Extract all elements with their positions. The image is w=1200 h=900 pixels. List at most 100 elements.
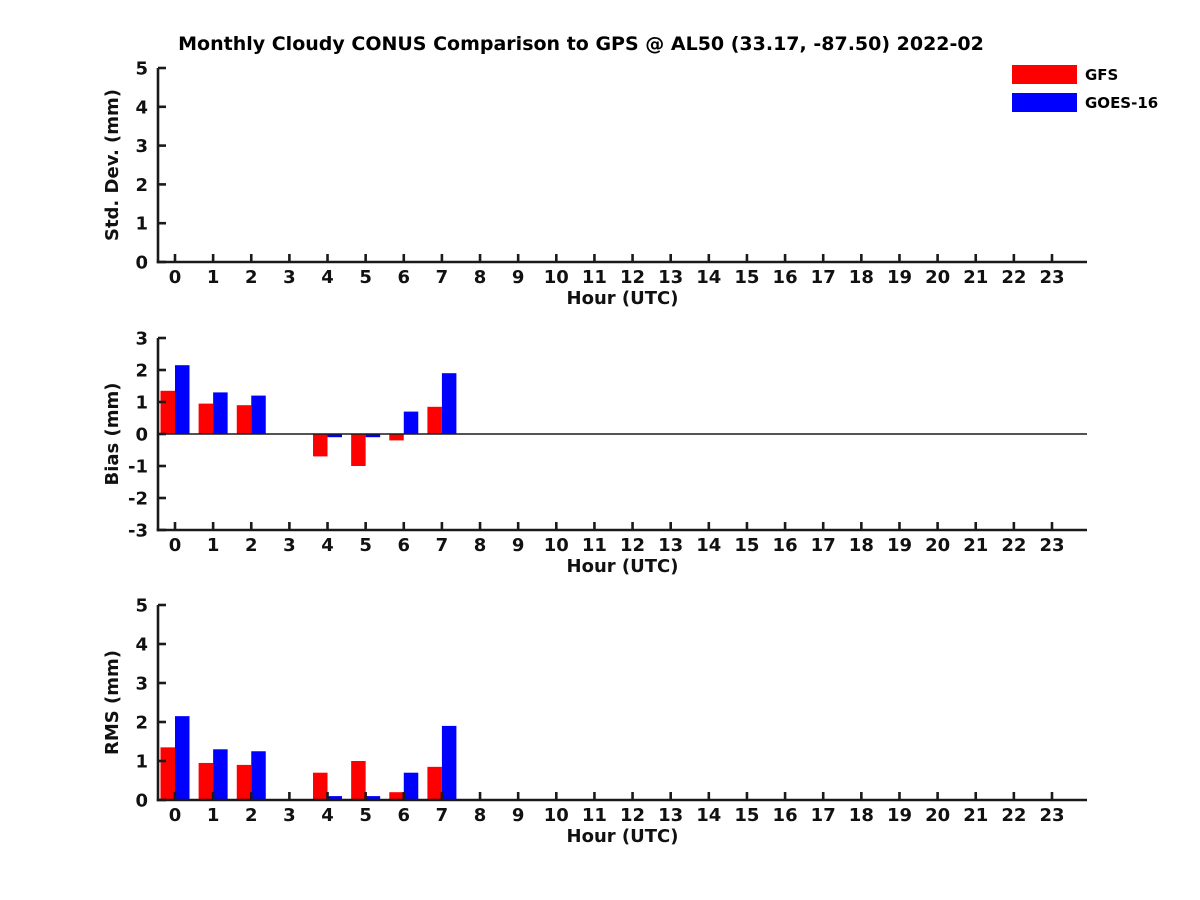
x-tick-label: 19 [887,805,912,826]
x-tick-label: 18 [849,535,874,556]
y-tick-label: 3 [135,136,148,157]
bar-gfs-hour-1 [198,403,214,434]
x-tick-label: 3 [283,267,296,288]
y-tick-label: 5 [135,596,148,617]
gfs-legend-label: GFS [1085,65,1119,84]
x-tick-label: 5 [359,805,372,826]
y-axis-label: Bias (mm) [102,383,123,486]
x-tick-label: 12 [620,805,645,826]
x-tick-label: 2 [245,805,258,826]
bar-gfs-hour-2 [236,764,252,800]
y-axis-label: Std. Dev. (mm) [102,89,123,241]
x-tick-label: 8 [474,805,487,826]
x-tick-label: 18 [849,267,874,288]
x-tick-label: 0 [169,267,182,288]
y-tick-label: 4 [135,635,148,656]
x-tick-label: 15 [734,267,759,288]
bar-goes16-hour-0 [175,365,190,434]
x-tick-label: 19 [887,267,912,288]
x-tick-label: 21 [963,267,988,288]
x-tick-label: 17 [811,535,836,556]
x-tick-label: 16 [773,267,798,288]
y-tick-label: 2 [135,175,148,196]
bar-gfs-hour-4 [313,772,328,800]
bar-gfs-hour-6 [389,792,404,800]
bar-gfs-hour-7 [427,406,442,434]
x-tick-label: 8 [474,535,487,556]
x-tick-label: 0 [169,535,182,556]
y-tick-label: -1 [128,457,148,478]
x-tick-label: 20 [925,805,950,826]
bar-gfs-hour-7 [427,766,442,800]
bar-goes16-hour-5 [365,434,381,438]
x-axis-label: Hour (UTC) [567,288,679,309]
x-tick-label: 23 [1039,267,1064,288]
bar-gfs-hour-1 [198,762,214,800]
x-tick-label: 4 [321,535,334,556]
x-axis-label: Hour (UTC) [567,556,679,577]
x-tick-label: 5 [359,535,372,556]
y-tick-label: 1 [135,214,148,235]
x-tick-label: 1 [207,535,220,556]
x-tick-label: 3 [283,805,296,826]
bar-gfs-hour-5 [351,761,366,800]
x-tick-label: 9 [512,535,525,556]
x-tick-label: 7 [436,267,449,288]
x-tick-label: 3 [283,535,296,556]
x-tick-label: 21 [963,535,988,556]
x-tick-label: 9 [512,805,525,826]
y-axis-label: RMS (mm) [102,650,123,755]
bar-goes16-hour-5 [365,796,381,800]
y-tick-label: 0 [135,791,148,812]
x-tick-label: 6 [398,805,411,826]
x-tick-label: 4 [321,805,334,826]
x-tick-label: 11 [582,805,607,826]
bar-gfs-hour-6 [389,434,404,441]
x-tick-label: 17 [811,805,836,826]
x-tick-label: 19 [887,535,912,556]
y-tick-label: 5 [135,59,148,80]
legend-item-goes16: GOES-16 [1012,93,1158,112]
y-tick-label: 0 [135,253,148,274]
y-tick-label: -2 [128,489,148,510]
figure-title: Monthly Cloudy CONUS Comparison to GPS @… [178,33,984,55]
bar-goes16-hour-4 [327,796,343,800]
y-tick-label: 1 [135,752,148,773]
x-tick-label: 17 [811,267,836,288]
x-tick-label: 6 [398,267,411,288]
x-tick-label: 11 [582,267,607,288]
x-tick-label: 12 [620,535,645,556]
y-tick-label: 3 [135,674,148,695]
bar-goes16-hour-1 [213,392,228,434]
gfs-color-swatch [1012,65,1077,84]
bar-goes16-hour-7 [441,373,457,434]
x-tick-label: 1 [207,805,220,826]
y-tick-label: 3 [135,329,148,350]
legend-item-gfs: GFS [1012,65,1158,84]
x-tick-label: 22 [1001,805,1026,826]
x-tick-label: 7 [436,805,449,826]
x-tick-label: 22 [1001,535,1026,556]
y-tick-label: 1 [135,393,148,414]
x-tick-label: 10 [544,805,569,826]
goes16-color-swatch [1012,93,1077,112]
x-tick-label: 16 [773,535,798,556]
y-tick-label: 4 [135,97,148,118]
x-tick-label: 22 [1001,267,1026,288]
x-tick-label: 13 [658,805,683,826]
x-tick-label: 10 [544,535,569,556]
x-tick-label: 11 [582,535,607,556]
bar-gfs-hour-2 [236,405,252,434]
bar-gfs-hour-5 [351,434,366,466]
x-tick-label: 0 [169,805,182,826]
bar-gfs-hour-0 [160,390,175,434]
x-tick-label: 6 [398,535,411,556]
x-tick-label: 14 [696,267,721,288]
bar-goes16-hour-2 [251,395,266,434]
legend: GFS GOES-16 [1012,65,1158,112]
x-tick-label: 23 [1039,805,1064,826]
x-tick-label: 4 [321,267,334,288]
